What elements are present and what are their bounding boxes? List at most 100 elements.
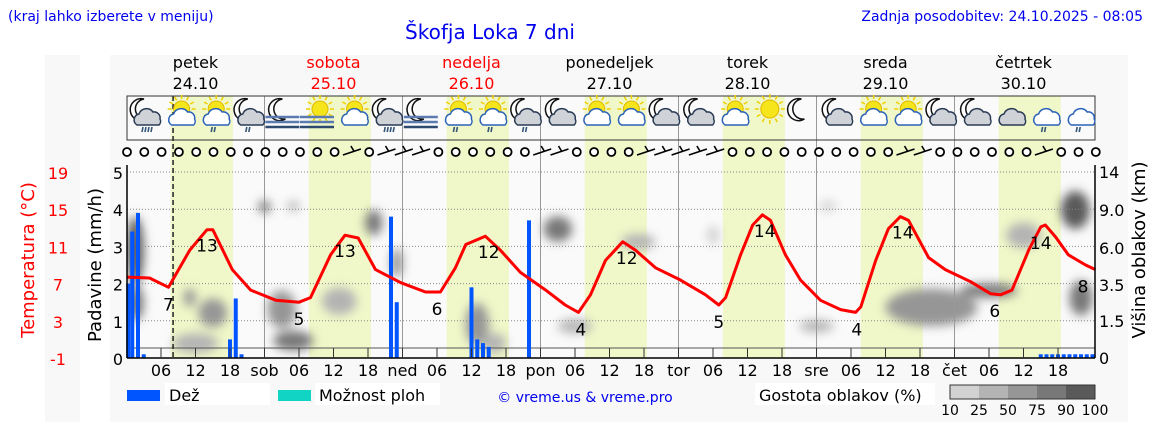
rain-bar: [1084, 354, 1089, 358]
wind-barb-shaft: [913, 148, 933, 156]
rain-bar: [475, 339, 480, 358]
rain-bar: [130, 231, 135, 358]
sun-cloud-light-rain-icon: [479, 95, 508, 133]
wind-barb-flag: [540, 145, 545, 152]
wind-barb-flag: [661, 145, 666, 152]
sun-disc: [760, 99, 780, 119]
sun-ray: [462, 96, 467, 101]
wind-barb-icon: [654, 145, 673, 156]
wind-calm-icon: [1021, 147, 1032, 157]
wind-calm-icon: [433, 147, 444, 157]
cloud-icon: [998, 108, 1027, 126]
wind-calm-icon: [1056, 147, 1067, 157]
x-tick-label: 06: [703, 361, 723, 380]
sun-ray: [861, 101, 866, 105]
cloud-height-tick-label: 0: [1099, 349, 1109, 368]
moon-fog-icon: [265, 97, 300, 129]
wind-calm-icon: [848, 147, 859, 157]
day-date: 28.10: [725, 74, 771, 93]
temp-extreme-label: 8: [1078, 278, 1089, 298]
wind-barb-icon: [550, 145, 569, 156]
cloud-light-rain-icon: [1067, 108, 1096, 133]
x-tick-label: 12: [185, 361, 205, 380]
wind-barb-shaft: [394, 148, 414, 156]
wind-barb-shaft: [550, 148, 569, 156]
wind-calm-icon: [520, 147, 530, 157]
x-tick-label: 06: [841, 361, 861, 380]
cloud-blob: [287, 201, 300, 212]
cloud-shape: [998, 108, 1027, 126]
x-tick-label: 18: [772, 361, 792, 380]
sun-ray: [722, 101, 727, 105]
day-name: torek: [727, 53, 769, 72]
density-swatch: [979, 385, 1008, 399]
wind-calm-icon: [571, 147, 582, 157]
cloud-blob: [819, 201, 837, 212]
wind-barb-shaft: [411, 148, 431, 156]
sun-ray: [881, 101, 887, 105]
sun-ray: [450, 96, 455, 101]
sun-ray: [173, 96, 178, 101]
day-name: petek: [173, 53, 219, 72]
wind-barb-shaft: [671, 148, 690, 156]
weather-icons-row: [129, 94, 1096, 133]
legend-showers-label: Možnost ploh: [319, 386, 425, 405]
wind-calm-icon: [883, 147, 894, 157]
x-tick-label: sre: [804, 361, 828, 380]
sun-fog-icon: [300, 95, 334, 129]
density-tick-label: 75: [1028, 403, 1046, 419]
density-tick-label: 25: [970, 403, 988, 419]
sun-cloud-icon: [859, 95, 888, 126]
cloud-height-tick-label: 9.0: [1099, 201, 1124, 220]
temp-extreme-label: 6: [989, 302, 1000, 322]
cloud-shape: [652, 108, 681, 126]
credit-link[interactable]: © vreme.us & vreme.pro: [497, 390, 672, 406]
x-tick-label: 06: [151, 361, 171, 380]
sun-ray: [445, 101, 451, 105]
cloud-blob: [322, 287, 357, 315]
precip-tick-label: 4: [113, 201, 123, 220]
wind-calm-icon: [623, 147, 634, 157]
sun-ray: [358, 96, 363, 101]
sun-ray: [778, 100, 784, 105]
sun-cloud-light-rain-icon: [202, 95, 231, 133]
legend: Dež Možnost ploh © vreme.us & vreme.pro …: [127, 383, 1108, 419]
wind-calm-icon: [450, 147, 461, 157]
x-tick-label: 12: [737, 361, 757, 380]
cloud-blob: [1069, 280, 1093, 316]
sun-ray: [739, 96, 743, 101]
rain-bar: [1073, 354, 1078, 358]
rain-bar: [239, 354, 244, 358]
wind-barb-flag: [903, 145, 909, 152]
wind-calm-icon: [312, 147, 323, 157]
cloud-blob: [198, 298, 228, 328]
temp-extreme-label: 13: [196, 237, 218, 257]
density-swatch: [1037, 385, 1066, 399]
precip-tick-label: 1: [113, 313, 123, 332]
cloud-shape: [202, 108, 231, 126]
x-tick-label: 12: [599, 361, 619, 380]
sun-ray: [912, 96, 916, 101]
rain-drop: [392, 126, 395, 133]
legend-showers-swatch: [278, 390, 311, 401]
rain-bar: [1050, 354, 1055, 358]
rain-drop: [521, 126, 525, 133]
wind-calm-icon: [468, 147, 478, 157]
axes: 19 15 11 7 3 -1 5 4 3 2 1 0 14 9.0 6.0 3.5 1.5 0 06 12 18 sob…: [48, 163, 1125, 380]
sun-ray: [346, 96, 351, 101]
rain-drop: [1043, 126, 1047, 133]
legend-rain-swatch: [127, 390, 160, 401]
wind-barb-icon: [342, 145, 362, 156]
moon-cloud-light-rain-icon: [510, 97, 542, 133]
sun-ray: [601, 96, 605, 101]
cloud-shape: [963, 108, 992, 126]
rain-drop: [386, 126, 389, 133]
moon-cloud-rain-icon: [371, 97, 404, 133]
cloud-shape: [133, 108, 162, 126]
precip-tick-label: 3: [113, 238, 123, 257]
x-tick-label: 12: [461, 361, 481, 380]
menu-hint-link[interactable]: (kraj lahko izberete v meniju): [8, 9, 214, 25]
x-tick-label: sob: [250, 361, 278, 380]
x-tick-label: 18: [496, 361, 516, 380]
sun-ray: [497, 96, 501, 101]
